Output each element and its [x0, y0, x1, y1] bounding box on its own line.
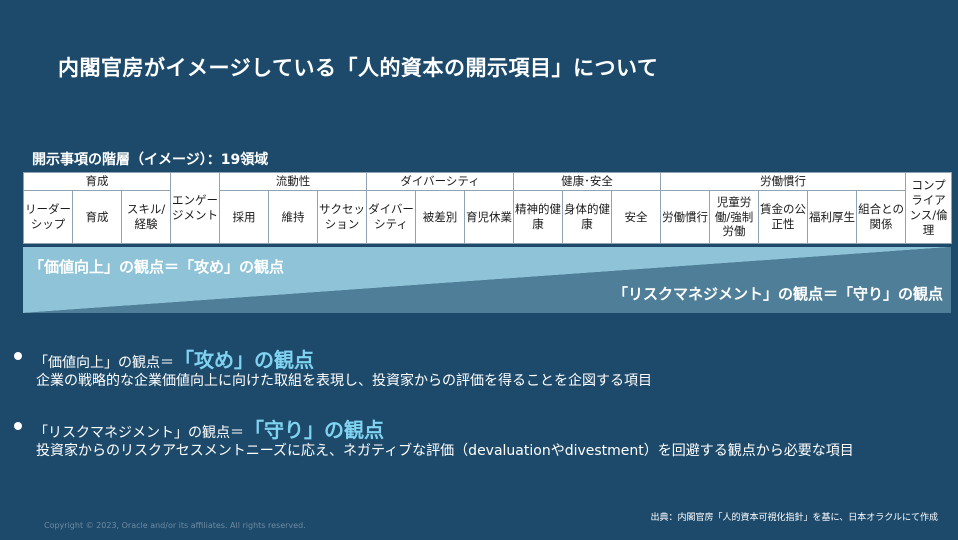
bullet-prefix: 「価値向上」の観点＝	[34, 355, 174, 371]
group-engagement: エンゲージメント	[170, 172, 221, 244]
item-jido: 児童労働/強制労働	[709, 190, 760, 244]
item-chingin: 賃金の公正性	[758, 190, 809, 244]
item-diversity: ダイバーシティ	[366, 190, 417, 244]
item-kumiai: 組合との関係	[856, 190, 907, 244]
group-diversity: ダイバーシティ	[366, 172, 515, 191]
attack-perspective-label: 「価値向上」の観点＝「攻め」の観点	[29, 258, 285, 276]
bullet-heading: 「価値向上」の観点＝「攻め」の観点	[34, 344, 314, 373]
item-hisabetsu: 被差別	[415, 190, 466, 244]
source-note: 出典：内閣官房「人的資本可視化指針」を基に、日本オラクルにて作成	[650, 513, 938, 523]
group-ryudosei: 流動性	[219, 172, 368, 191]
item-leadership: リーダーシップ	[23, 190, 73, 244]
bullet-emphasis: 「攻め」の観点	[174, 348, 314, 372]
perspective-band: 「価値向上」の観点＝「攻め」の観点 「リスクマネジメント」の観点＝「守り」の観点	[23, 247, 951, 313]
section-subtitle: 開示事項の階層（イメージ）：19領域	[32, 152, 269, 168]
bullet-heading: 「リスクマネジメント」の観点＝「守り」の観点	[34, 414, 384, 443]
defense-perspective-label: 「リスクマネジメント」の観点＝「守り」の観点	[612, 285, 943, 303]
group-compliance: コンプライアンス/倫理	[905, 172, 953, 244]
group-rodo: 労働慣行	[660, 172, 907, 191]
disclosure-table: 育成 エンゲージメント 流動性 ダイバーシティ 健康･安全 労働慣行 コンプライ…	[22, 172, 953, 244]
item-shintai: 身体的健康	[562, 190, 613, 244]
item-skill: スキル/経験	[120, 190, 172, 244]
item-iji: 維持	[268, 190, 319, 244]
item-ikusei: 育成	[72, 190, 122, 244]
bullet-prefix: 「リスクマネジメント」の観点＝	[34, 425, 244, 441]
group-kenko: 健康･安全	[513, 172, 662, 191]
perspective-wedges	[23, 247, 951, 313]
bullet-description: 企業の戦略的な企業価値向上に向けた取組を表現し、投資家からの評価を得ることを企図…	[36, 373, 652, 389]
item-ikuji: 育児休業	[464, 190, 515, 244]
defense-wedge	[23, 247, 951, 313]
bullet-dot-icon	[14, 352, 22, 360]
item-saiyo: 採用	[219, 190, 270, 244]
item-seishin: 精神的健康	[513, 190, 564, 244]
bullet-description: 投資家からのリスクアセスメントニーズに応え、ネガティブな評価（devaluati…	[36, 443, 854, 459]
item-fukuri: 福利厚生	[807, 190, 858, 244]
bullet-emphasis: 「守り」の観点	[244, 418, 384, 442]
bullet-dot-icon	[14, 422, 22, 430]
page-title: 内閣官房がイメージしている「人的資本の開示項目」について	[58, 56, 659, 80]
item-rodo-kanko: 労働慣行	[660, 190, 711, 244]
item-anzen: 安全	[611, 190, 662, 244]
copyright: Copyright © 2023, Oracle and/or its affi…	[44, 521, 306, 530]
group-ikusei: 育成	[22, 172, 172, 191]
item-succession: サクセッション	[317, 190, 368, 244]
